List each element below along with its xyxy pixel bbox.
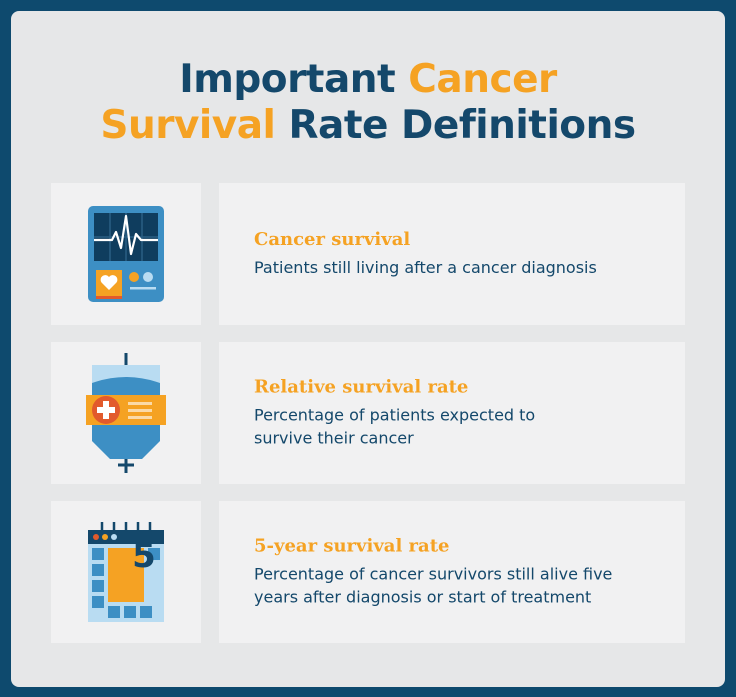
definition-panel: Relative survival rate Percentage of pat…: [219, 342, 685, 484]
definition-title: Relative survival rate: [254, 377, 665, 398]
title-part: Rate Definitions: [275, 103, 635, 148]
definition-description: Percentage of cancer survivors still ali…: [254, 563, 654, 609]
definition-description: Percentage of patients expected to survi…: [254, 404, 594, 450]
title-highlight: Cancer: [408, 57, 557, 102]
definition-description: Patients still living after a cancer dia…: [254, 256, 665, 279]
iv-bag-icon: [86, 353, 166, 473]
heart-monitor-icon: [86, 204, 166, 304]
calendar-number: 5: [126, 529, 162, 583]
icon-panel-cancer-survival: [51, 183, 201, 325]
page-title: Important Cancer Survival Rate Definitio…: [11, 57, 725, 149]
title-part: Important: [179, 57, 408, 102]
icon-panel-relative-survival: [51, 342, 201, 484]
title-highlight: Survival: [100, 103, 275, 148]
definition-panel: Cancer survival Patients still living af…: [219, 183, 685, 325]
definition-title: Cancer survival: [254, 229, 665, 250]
definition-title: 5-year survival rate: [254, 536, 665, 557]
definition-panel: 5-year survival rate Percentage of cance…: [219, 501, 685, 643]
infographic-card: Important Cancer Survival Rate Definitio…: [11, 11, 725, 687]
